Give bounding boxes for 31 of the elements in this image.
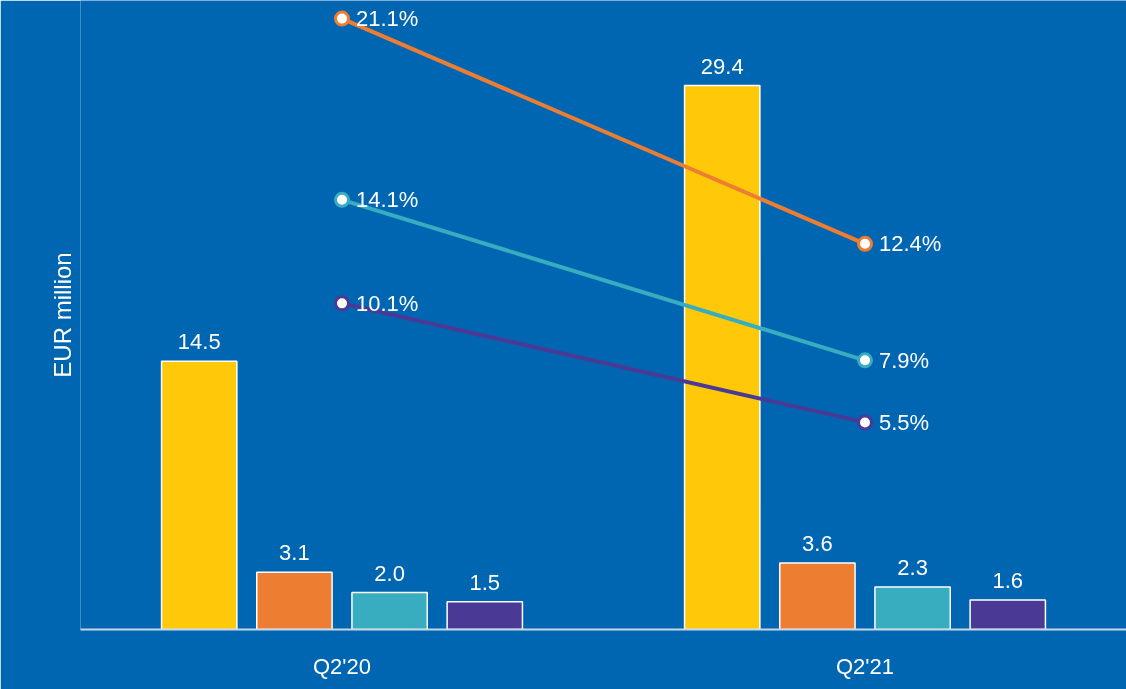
data-label: 3.6 <box>802 530 833 556</box>
data-label: 3.1 <box>279 540 310 566</box>
data-label: 14.1% <box>356 187 419 213</box>
x-tick-label: Q2'20 <box>312 653 372 679</box>
point <box>334 10 350 27</box>
bar <box>351 591 428 630</box>
data-label: 14.5 <box>177 329 221 355</box>
bar <box>683 84 761 630</box>
bar <box>256 571 333 630</box>
data-label: 5.5% <box>879 409 930 435</box>
data-label: 1.6 <box>992 567 1024 593</box>
bar <box>779 562 856 630</box>
data-label: 10.1% <box>356 290 419 316</box>
data-label: 2.0 <box>374 560 405 586</box>
data-label: 1.5 <box>469 569 501 595</box>
bar <box>874 586 951 630</box>
data-label: 7.9% <box>879 347 930 373</box>
point <box>334 295 350 312</box>
data-label: 2.3 <box>897 554 928 580</box>
bar <box>446 601 524 630</box>
point <box>857 414 873 431</box>
y-axis-title: EUR million <box>48 252 76 378</box>
x-tick-label: Q2'21 <box>835 653 895 679</box>
point <box>334 191 350 208</box>
data-label: 12.4% <box>879 231 942 257</box>
point <box>857 352 873 369</box>
bar <box>969 599 1047 630</box>
bar <box>160 360 238 630</box>
data-label: 21.1% <box>356 6 419 32</box>
point <box>857 235 873 252</box>
data-label: 29.4 <box>700 53 744 79</box>
